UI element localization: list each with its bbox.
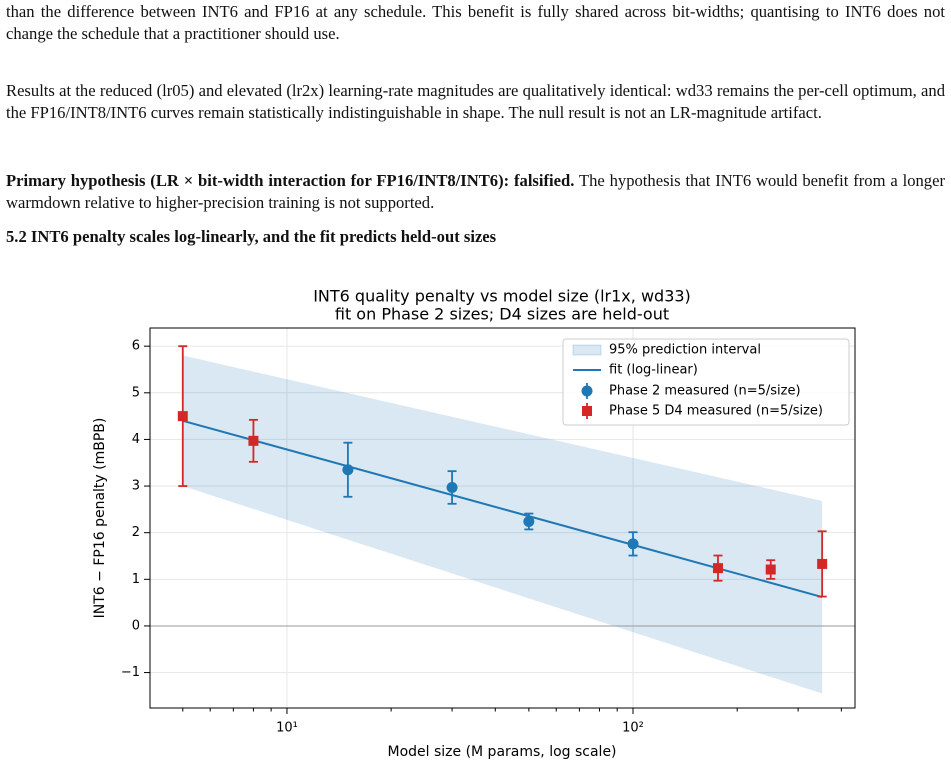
chart: INT6 quality penalty vs model size (lr1x… (92, 287, 856, 760)
legend-label: fit (log-linear) (609, 363, 698, 378)
legend-label: Phase 5 D4 measured (n=5/size) (609, 404, 823, 419)
data-point (177, 411, 188, 422)
paragraph: Results at the reduced (lr05) and elevat… (6, 81, 945, 122)
y-tick-label: 1 (132, 572, 140, 587)
y-tick-label: 5 (132, 385, 140, 400)
legend-swatch (581, 385, 593, 397)
data-point (342, 464, 354, 476)
paragraph-text: The hypothesis that INT6 would benefit f… (6, 171, 945, 212)
legend-swatch (582, 406, 592, 416)
y-tick-label: 2 (132, 525, 140, 540)
prediction-band (182, 355, 823, 694)
data-point (712, 563, 723, 574)
chart-title: INT6 quality penalty vs model size (lr1x… (313, 287, 691, 306)
y-tick-label: 3 (132, 479, 140, 494)
y-tick-label: −1 (121, 665, 140, 680)
chart-subtitle: fit on Phase 2 sizes; D4 sizes are held-… (335, 305, 669, 324)
y-tick-label: 0 (132, 618, 140, 633)
plot-frame (149, 327, 856, 709)
x-tick-label: 10² (622, 721, 644, 736)
section-heading: 5.2 INT6 penalty scales log-linearly, an… (6, 227, 497, 246)
legend-label: 95% prediction interval (609, 343, 761, 358)
data-point (627, 538, 639, 550)
data-point (446, 481, 458, 493)
paragraph: than the difference between INT6 and FP1… (6, 2, 945, 43)
data-point (523, 515, 535, 527)
bold-lead: Primary hypothesis (LR × bit-width inter… (6, 171, 575, 190)
y-tick-label: 6 (132, 339, 140, 354)
x-tick-label: 10¹ (276, 721, 298, 736)
y-tick-label: 4 (132, 432, 140, 447)
legend-swatch (572, 344, 602, 356)
legend-label: Phase 2 measured (n=5/size) (609, 384, 801, 399)
data-point (248, 435, 259, 446)
legend-box (562, 338, 850, 426)
y-axis-label: INT6 − FP16 penalty (mBPB) (92, 418, 108, 619)
paragraph: Primary hypothesis (LR × bit-width inter… (6, 170, 945, 214)
x-axis-label: Model size (M params, log scale) (387, 744, 616, 760)
data-point (765, 564, 776, 575)
data-point (817, 558, 828, 569)
